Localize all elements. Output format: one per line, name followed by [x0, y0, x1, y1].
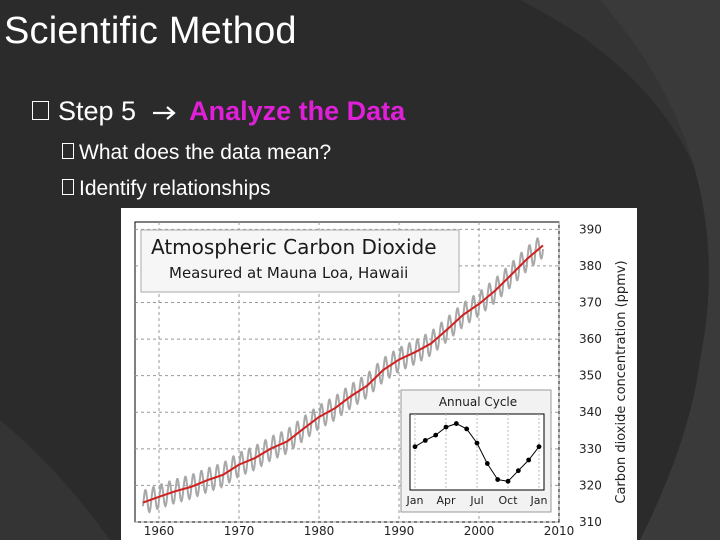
- inset-point: [495, 477, 501, 482]
- inset-title: Annual Cycle: [439, 395, 517, 409]
- title-box: Atmospheric Carbon Dioxide Measured at M…: [140, 229, 460, 293]
- bullet-box-icon: [62, 179, 74, 196]
- chart-title: Atmospheric Carbon Dioxide: [151, 235, 437, 259]
- inset-point: [484, 461, 490, 466]
- x-tick-label: 1970: [224, 524, 255, 538]
- x-tick-label: 1990: [384, 524, 415, 538]
- inset-tick-label: Oct: [498, 494, 518, 507]
- x-tick-label: 1960: [144, 524, 175, 538]
- inset-point: [515, 468, 521, 474]
- y-tick-label: 370: [579, 295, 602, 309]
- x-tick-label: 2010: [544, 524, 575, 538]
- inset-point: [443, 424, 449, 430]
- bullet-box-icon: [62, 143, 74, 160]
- inset-tick-label: Apr: [436, 494, 456, 507]
- inset-tick-label: Jan: [406, 494, 424, 507]
- y-tick-label: 320: [579, 478, 602, 492]
- trend-series-line: [142, 244, 544, 504]
- step-label: Step 5: [58, 96, 137, 126]
- inset-point: [536, 444, 542, 450]
- sub-bullet-text: What does the data mean?: [79, 141, 332, 164]
- sub-bullet: Identify relationships: [62, 176, 270, 202]
- y-tick-label: 310: [579, 515, 602, 529]
- inset-tick-label: Jul: [469, 494, 483, 507]
- slide-title: Scientific Method: [4, 10, 297, 52]
- co2-chart: 1960 1970 1980 1990 2000 2010 310 320 330 340 350…: [134, 221, 629, 538]
- bullet-box-icon: [32, 101, 49, 121]
- step-bullet: Step 5 Analyze the Data: [32, 94, 405, 128]
- inset-point: [453, 421, 459, 426]
- inset-point: [505, 478, 511, 484]
- y-tick-label: 390: [579, 222, 602, 236]
- right-arrow-icon: [152, 106, 176, 120]
- y-tick-label: 340: [579, 405, 602, 419]
- y-tick-label: 330: [579, 442, 602, 456]
- x-tick-label: 2000: [464, 524, 495, 538]
- inset-point: [412, 444, 418, 450]
- inset-tick-label: Jan: [530, 494, 548, 507]
- step-highlight: Analyze the Data: [189, 96, 406, 126]
- inset-annual-cycle: Annual Cycle Jan Apr Jul Oct Jan: [400, 389, 552, 513]
- x-tick-label: 1980: [304, 524, 335, 538]
- y-axis-label: Carbon dioxide concentration (ppmv): [614, 260, 629, 503]
- chart-subtitle: Measured at Mauna Loa, Hawaii: [169, 264, 408, 282]
- y-tick-label: 380: [579, 259, 602, 273]
- chart-image: 1960 1970 1980 1990 2000 2010 310 320 330 340 350…: [121, 208, 637, 540]
- inset-point: [464, 426, 470, 432]
- sub-bullet: What does the data mean?: [62, 140, 331, 166]
- seasonal-series-line: [142, 236, 544, 514]
- sub-bullet-text: Identify relationships: [79, 177, 271, 200]
- inset-point: [526, 457, 532, 463]
- y-tick-label: 360: [579, 332, 602, 346]
- inset-point: [474, 440, 480, 446]
- y-tick-label: 350: [579, 369, 602, 383]
- inset-point: [422, 438, 428, 443]
- inset-point: [433, 432, 439, 438]
